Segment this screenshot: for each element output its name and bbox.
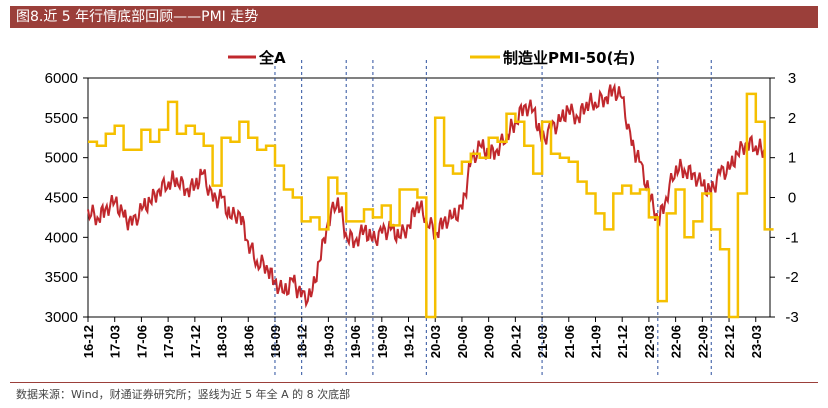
y-right-tick-label: 1 [788, 150, 796, 167]
y-left-tick-label: 5000 [45, 150, 78, 167]
x-tick-label: 16-12 [81, 325, 96, 358]
x-tick-label: 22-06 [669, 325, 684, 358]
y-left-tick-label: 3500 [45, 269, 78, 286]
y-left-tick-label: 3000 [45, 309, 78, 326]
x-tick-label: 18-06 [241, 325, 256, 358]
y-right-tick-label: -3 [785, 309, 798, 326]
x-tick-label: 22-03 [642, 325, 657, 358]
chart-title: 图8.近 5 年行情底部回顾——PMI 走势 [10, 6, 818, 28]
x-tick-label: 19-09 [375, 325, 390, 358]
x-tick-label: 21-03 [535, 325, 550, 358]
legend-label-allA: 全A [258, 49, 286, 67]
y-right-tick-label: -2 [785, 269, 798, 286]
x-tick-label: 22-12 [722, 325, 737, 358]
y-right-tick-label: 3 [788, 70, 796, 87]
x-tick-label: 18-12 [295, 325, 310, 358]
legend-label-pmi: 制造业PMI-50(右) [503, 49, 635, 67]
x-tick-label: 18-09 [268, 325, 283, 358]
x-tick-label: 21-12 [615, 325, 630, 358]
x-tick-label: 22-09 [695, 325, 710, 358]
y-left-tick-label: 5500 [45, 110, 78, 127]
y-right-tick-label: 2 [788, 110, 796, 127]
x-tick-label: 19-06 [348, 325, 363, 358]
y-right-tick-label: -1 [785, 229, 798, 246]
chart: 3000 3500 4000 4500 5000 5500 6000 -3 -2 -1 0 1 2 3 16… [45, 49, 799, 378]
x-tick-label: 20-06 [455, 325, 470, 358]
series-line-pmi [88, 92, 774, 319]
x-tick-label: 19-03 [321, 325, 336, 358]
source-note: 数据来源：Wind，财通证券研究所；竖线为近 5 年全 A 的 8 次底部 [16, 388, 351, 401]
y-right-tick-label: 0 [788, 190, 796, 207]
footer-rule [10, 382, 818, 383]
x-tick-label: 23-03 [749, 325, 764, 358]
y-left-tick-label: 4500 [45, 190, 78, 207]
x-tick-label: 17-03 [108, 325, 123, 358]
y-left-tick-label: 4000 [45, 229, 78, 246]
x-tick-label: 17-09 [161, 325, 176, 358]
y-left-tick-label: 6000 [45, 70, 78, 87]
x-tick-label: 20-12 [508, 325, 523, 358]
x-tick-label: 17-06 [134, 325, 149, 358]
x-tick-label: 20-03 [428, 325, 443, 358]
x-tick-label: 17-12 [188, 325, 203, 358]
x-tick-label: 18-03 [215, 325, 230, 358]
x-tick-label: 19-12 [402, 325, 417, 358]
x-tick-label: 21-09 [588, 325, 603, 358]
x-tick-label: 21-06 [562, 325, 577, 358]
x-tick-label: 20-09 [482, 325, 497, 358]
